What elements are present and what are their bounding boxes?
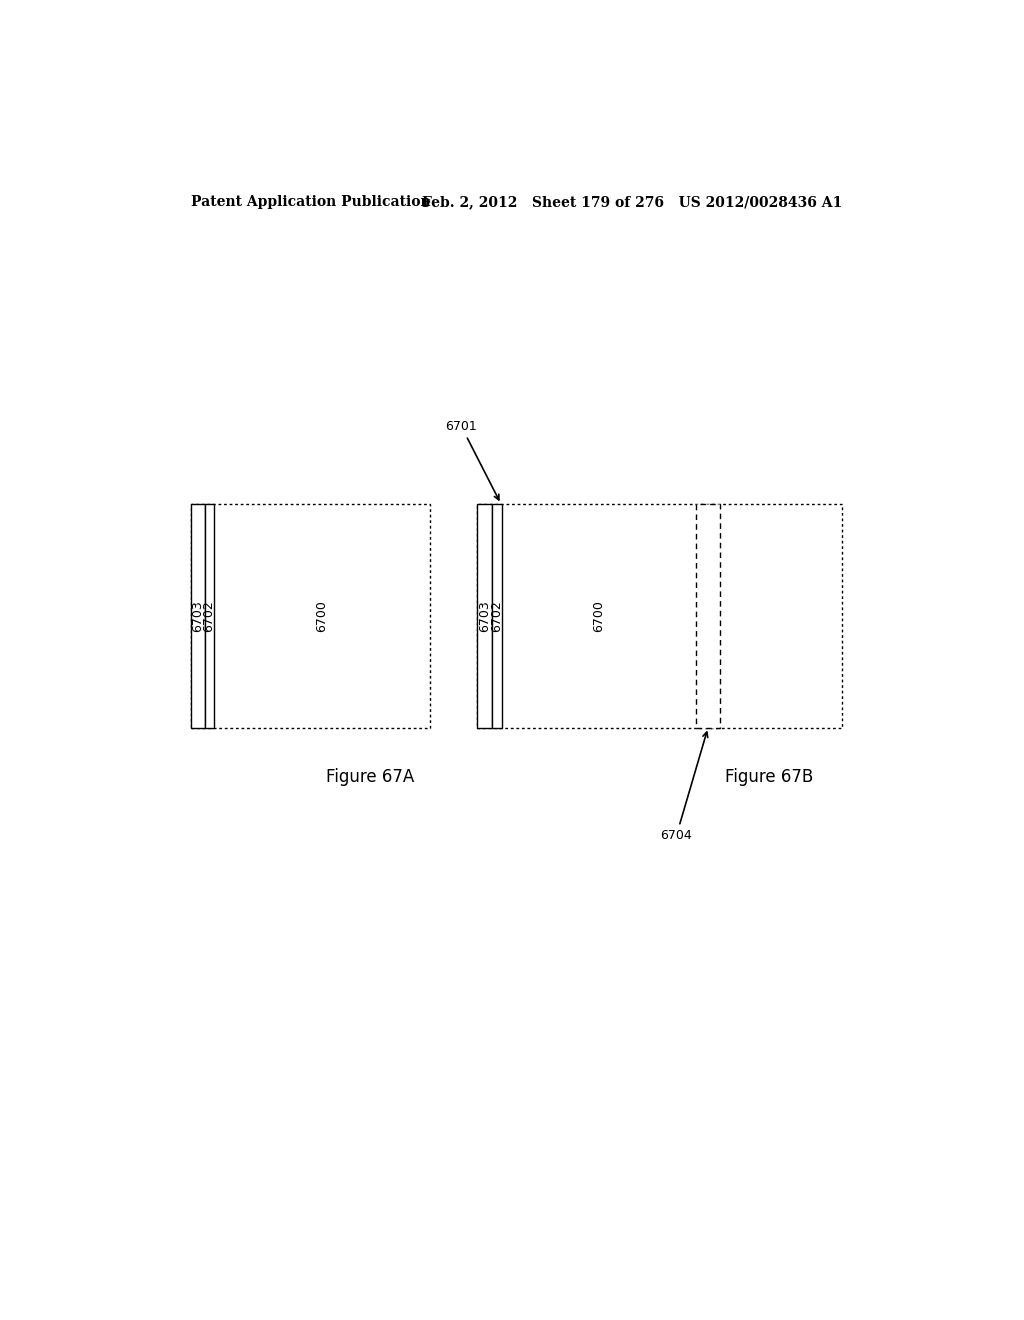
Text: 6700: 6700 bbox=[315, 599, 328, 632]
Bar bbox=[477, 504, 492, 727]
Bar bbox=[205, 504, 214, 727]
Bar bbox=[191, 504, 205, 727]
Bar bbox=[477, 504, 842, 727]
Text: 6700: 6700 bbox=[593, 599, 605, 632]
Text: 6702: 6702 bbox=[203, 599, 216, 632]
Text: Feb. 2, 2012   Sheet 179 of 276   US 2012/0028436 A1: Feb. 2, 2012 Sheet 179 of 276 US 2012/00… bbox=[422, 195, 842, 209]
Text: Figure 67B: Figure 67B bbox=[725, 768, 813, 787]
Text: 6704: 6704 bbox=[660, 733, 708, 842]
Text: 6701: 6701 bbox=[445, 420, 499, 500]
Text: Patent Application Publication: Patent Application Publication bbox=[191, 195, 431, 209]
Bar bbox=[191, 504, 430, 727]
Text: Figure 67A: Figure 67A bbox=[326, 768, 414, 787]
Bar bbox=[696, 504, 720, 727]
Text: 6702: 6702 bbox=[490, 599, 503, 632]
Text: 6703: 6703 bbox=[191, 599, 205, 632]
Bar bbox=[492, 504, 502, 727]
Text: 6703: 6703 bbox=[478, 599, 490, 632]
